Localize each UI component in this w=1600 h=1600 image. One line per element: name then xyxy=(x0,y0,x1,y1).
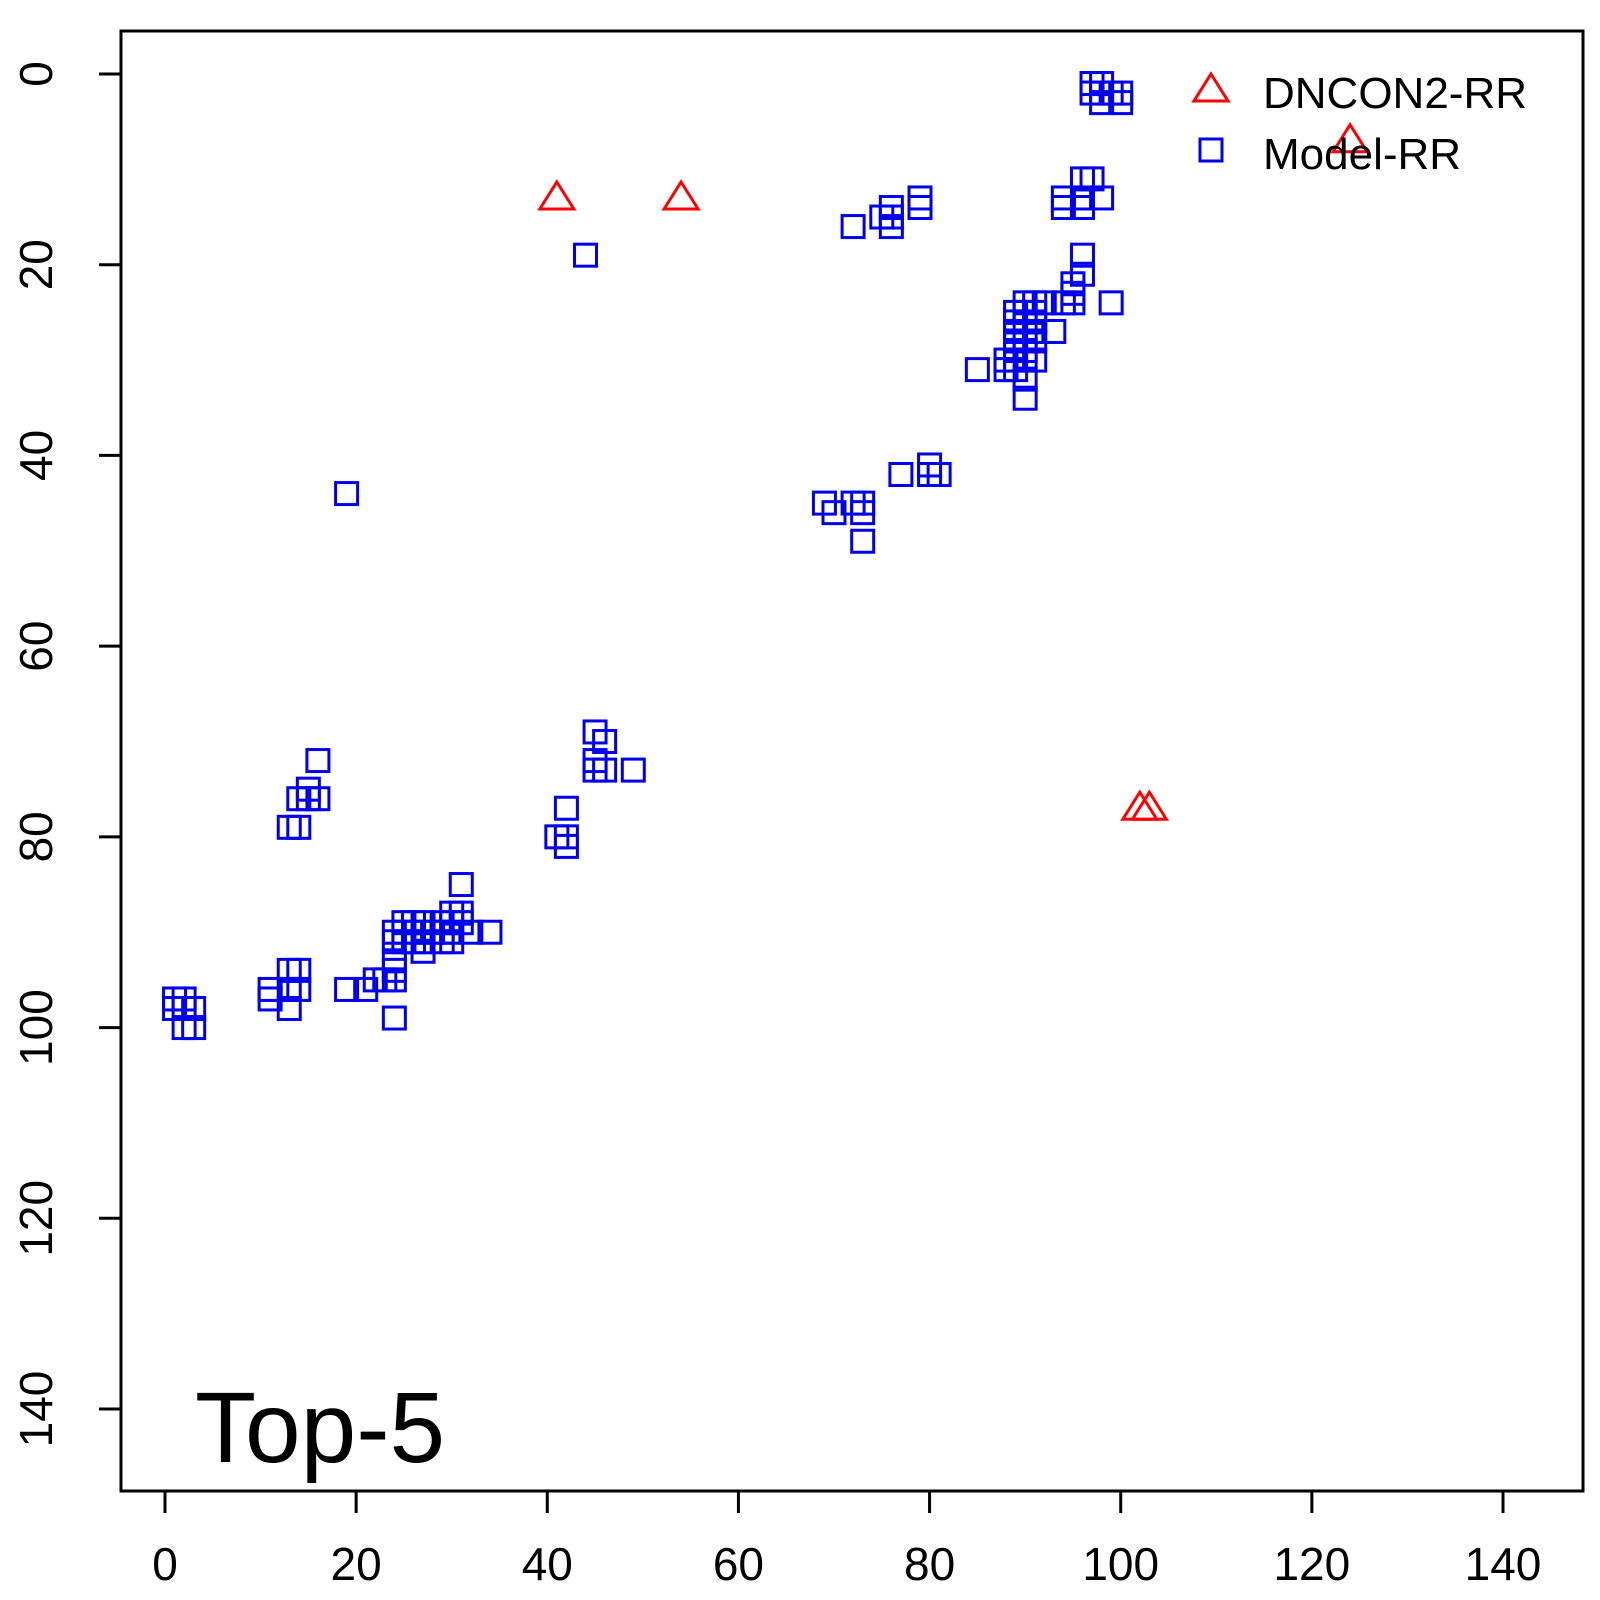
point-model-rr xyxy=(181,1015,207,1041)
point-model-rr xyxy=(573,242,599,268)
point-model-rr xyxy=(381,967,407,993)
legend-marker-model-rr xyxy=(1198,137,1224,163)
point-model-rr xyxy=(553,833,579,859)
x-tick-label: 120 xyxy=(1273,1538,1350,1590)
x-tick-label: 20 xyxy=(331,1538,382,1590)
point-model-rr xyxy=(448,872,474,898)
point-model-rr xyxy=(286,814,312,840)
point-model-rr xyxy=(381,1005,407,1031)
plot-frame xyxy=(119,29,1585,1493)
y-tick-label: 20 xyxy=(10,239,62,290)
x-tick-label: 100 xyxy=(1082,1538,1159,1590)
legend: DNCON2-RR Model-RR xyxy=(1191,69,1527,179)
point-model-rr xyxy=(1108,90,1134,116)
point-model-rr xyxy=(1012,366,1038,392)
point-model-rr xyxy=(620,757,646,783)
point-model-rr xyxy=(907,195,933,220)
point-model-rr xyxy=(334,481,360,507)
point-model-rr xyxy=(477,919,503,945)
x-tick-label: 40 xyxy=(522,1538,573,1590)
point-model-rr xyxy=(1050,195,1076,220)
x-tick-label: 0 xyxy=(152,1538,178,1590)
point-model-rr xyxy=(888,462,914,487)
point-model-rr xyxy=(276,996,302,1021)
point-model-rr xyxy=(553,795,579,821)
y-tick-label: 100 xyxy=(10,989,62,1066)
data-points xyxy=(162,71,1370,1041)
point-model-rr xyxy=(305,786,331,812)
point-model-rr xyxy=(353,976,379,1002)
legend-marker-dncon2-rr xyxy=(1191,71,1231,103)
point-dncon2-rr xyxy=(1129,789,1170,821)
point-model-rr xyxy=(334,976,360,1002)
point-model-rr xyxy=(1089,90,1115,116)
point-dncon2-rr xyxy=(537,179,577,211)
point-dncon2-rr xyxy=(1330,121,1370,154)
point-model-rr xyxy=(439,929,465,955)
y-axis: 0 20 40 60 80 100 120 140 xyxy=(10,61,123,1448)
point-model-rr xyxy=(878,214,904,240)
x-tick-label: 60 xyxy=(713,1538,764,1590)
y-tick-label: 0 xyxy=(10,61,62,87)
legend-label-model-rr: Model-RR xyxy=(1263,130,1461,179)
point-model-rr xyxy=(964,357,990,383)
x-tick-label: 80 xyxy=(904,1538,955,1590)
y-tick-label: 60 xyxy=(10,621,62,672)
x-tick-label: 140 xyxy=(1465,1538,1542,1590)
y-tick-label: 140 xyxy=(10,1371,62,1448)
point-model-rr xyxy=(926,462,952,487)
legend-label-dncon2-rr: DNCON2-RR xyxy=(1263,69,1527,118)
y-tick-label: 120 xyxy=(10,1180,62,1257)
panel-label: Top-5 xyxy=(195,1372,445,1484)
point-model-rr xyxy=(1069,242,1095,268)
point-model-rr xyxy=(305,748,331,774)
y-tick-label: 80 xyxy=(10,811,62,862)
point-model-rr xyxy=(1098,290,1124,316)
point-model-rr xyxy=(840,214,866,240)
point-model-rr xyxy=(821,500,847,526)
point-model-rr xyxy=(850,500,876,526)
point-model-rr xyxy=(592,757,618,783)
point-model-rr xyxy=(1012,385,1038,411)
point-model-rr xyxy=(1069,195,1095,220)
point-model-rr xyxy=(1060,290,1086,316)
point-dncon2-rr xyxy=(661,179,701,211)
point-model-rr xyxy=(410,938,436,964)
point-model-rr xyxy=(850,528,876,554)
x-axis: 0 20 40 60 80 100 120 140 xyxy=(152,1489,1542,1590)
y-tick-label: 40 xyxy=(10,430,62,481)
